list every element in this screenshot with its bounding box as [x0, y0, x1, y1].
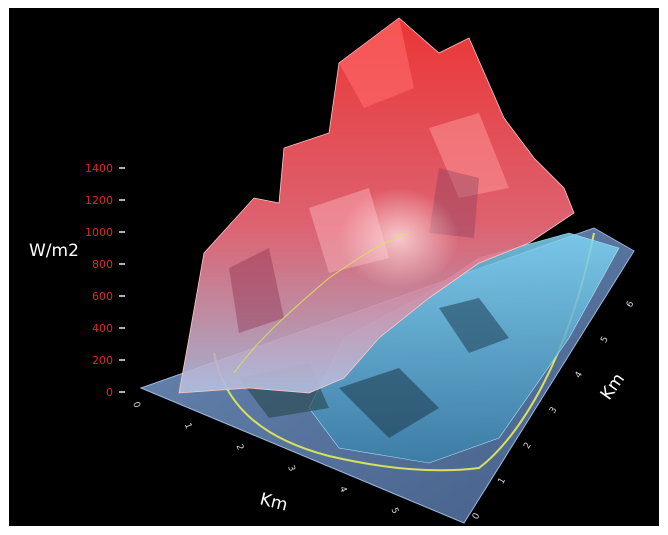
- shadow-facet: [229, 248, 284, 333]
- y-tick-label: 600: [92, 290, 113, 303]
- y-tick-label: 1200: [85, 194, 113, 207]
- z-tick-label: 6: [625, 299, 637, 309]
- shadow-facet: [339, 368, 439, 438]
- z-tick-label: 0: [471, 511, 483, 521]
- x-tick-label: 1: [182, 422, 193, 431]
- y-tick-label: 800: [92, 258, 113, 271]
- z-tick-label: 5: [599, 335, 611, 345]
- y-tick-label: 400: [92, 322, 113, 335]
- z-tick-label: 3: [548, 406, 560, 416]
- z-tick-label: 2: [522, 441, 534, 451]
- highlight-facet: [339, 18, 414, 108]
- base-contour: [213, 232, 595, 472]
- y-tick-label: 0: [106, 386, 113, 399]
- surface-chart: 0 200 400 600 800 1000 1200 1400 0 1 2 3 4 5 6 0 1 2 3 4 5…: [29, 17, 637, 524]
- chart-frame: 0 200 400 600 800 1000 1200 1400 0 1 2 3 4 5 6 0 1 2 3 4 5…: [9, 8, 659, 526]
- x-tick-label: 3: [285, 464, 296, 473]
- y-tick-label: 1400: [85, 162, 113, 175]
- ridge-contour: [233, 232, 410, 374]
- x-axis-label: Km: [258, 489, 290, 515]
- z-axis: 0 1 2 3 4 5 6: [471, 299, 637, 521]
- x-tick-label: 4: [337, 485, 348, 494]
- shadow-facet: [439, 298, 509, 353]
- z-axis-label: Km: [597, 370, 629, 404]
- x-tick-label: 5: [389, 506, 400, 515]
- highlight-facet: [429, 113, 509, 198]
- y-axis-label: W/m2: [29, 241, 79, 261]
- y-tick-label: 1000: [85, 226, 113, 239]
- z-tick-label: 1: [497, 476, 509, 486]
- y-tick-label: 200: [92, 354, 113, 367]
- z-tick-label: 4: [574, 370, 586, 380]
- y-axis: 0 200 400 600 800 1000 1200 1400: [85, 162, 125, 399]
- x-tick-label: 2: [234, 443, 245, 452]
- x-tick-label: 0: [130, 401, 141, 410]
- bright-glow: [339, 188, 459, 288]
